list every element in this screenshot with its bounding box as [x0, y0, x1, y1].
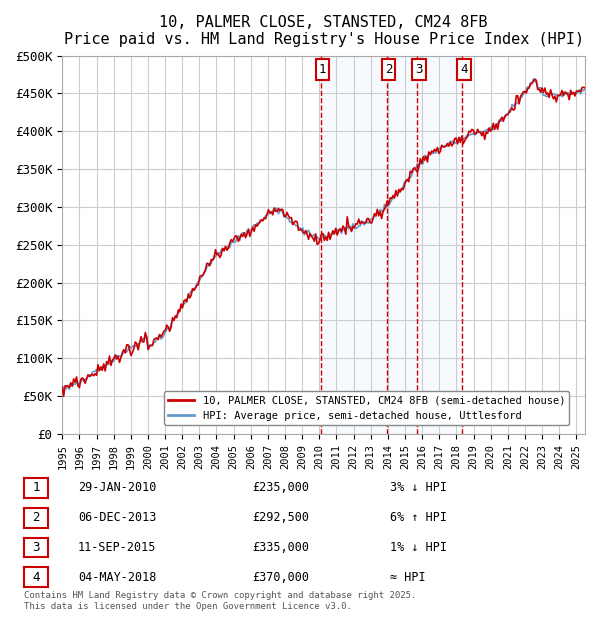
Text: 04-MAY-2018: 04-MAY-2018 — [78, 571, 157, 583]
FancyBboxPatch shape — [382, 58, 395, 80]
Text: £370,000: £370,000 — [252, 571, 309, 583]
Text: 11-SEP-2015: 11-SEP-2015 — [78, 541, 157, 554]
Text: 06-DEC-2013: 06-DEC-2013 — [78, 512, 157, 524]
FancyBboxPatch shape — [412, 58, 425, 80]
Text: £235,000: £235,000 — [252, 482, 309, 494]
Text: 3: 3 — [415, 63, 422, 76]
Text: 6% ↑ HPI: 6% ↑ HPI — [390, 512, 447, 524]
Text: 1: 1 — [32, 482, 40, 494]
Text: 1% ↓ HPI: 1% ↓ HPI — [390, 541, 447, 554]
Text: ≈ HPI: ≈ HPI — [390, 571, 425, 583]
Text: £335,000: £335,000 — [252, 541, 309, 554]
Text: 1: 1 — [319, 63, 326, 76]
Text: 2: 2 — [385, 63, 392, 76]
Text: 4: 4 — [32, 571, 40, 583]
Legend: 10, PALMER CLOSE, STANSTED, CM24 8FB (semi-detached house), HPI: Average price, : 10, PALMER CLOSE, STANSTED, CM24 8FB (se… — [164, 391, 569, 425]
Text: 29-JAN-2010: 29-JAN-2010 — [78, 482, 157, 494]
Text: Contains HM Land Registry data © Crown copyright and database right 2025.
This d: Contains HM Land Registry data © Crown c… — [24, 591, 416, 611]
Text: 4: 4 — [460, 63, 468, 76]
Text: 2: 2 — [32, 512, 40, 524]
Text: 3: 3 — [32, 541, 40, 554]
FancyBboxPatch shape — [316, 58, 329, 80]
Text: 3% ↓ HPI: 3% ↓ HPI — [390, 482, 447, 494]
FancyBboxPatch shape — [457, 58, 471, 80]
Bar — [320, 56, 462, 434]
Title: 10, PALMER CLOSE, STANSTED, CM24 8FB
Price paid vs. HM Land Registry's House Pri: 10, PALMER CLOSE, STANSTED, CM24 8FB Pri… — [64, 15, 584, 47]
Text: £292,500: £292,500 — [252, 512, 309, 524]
